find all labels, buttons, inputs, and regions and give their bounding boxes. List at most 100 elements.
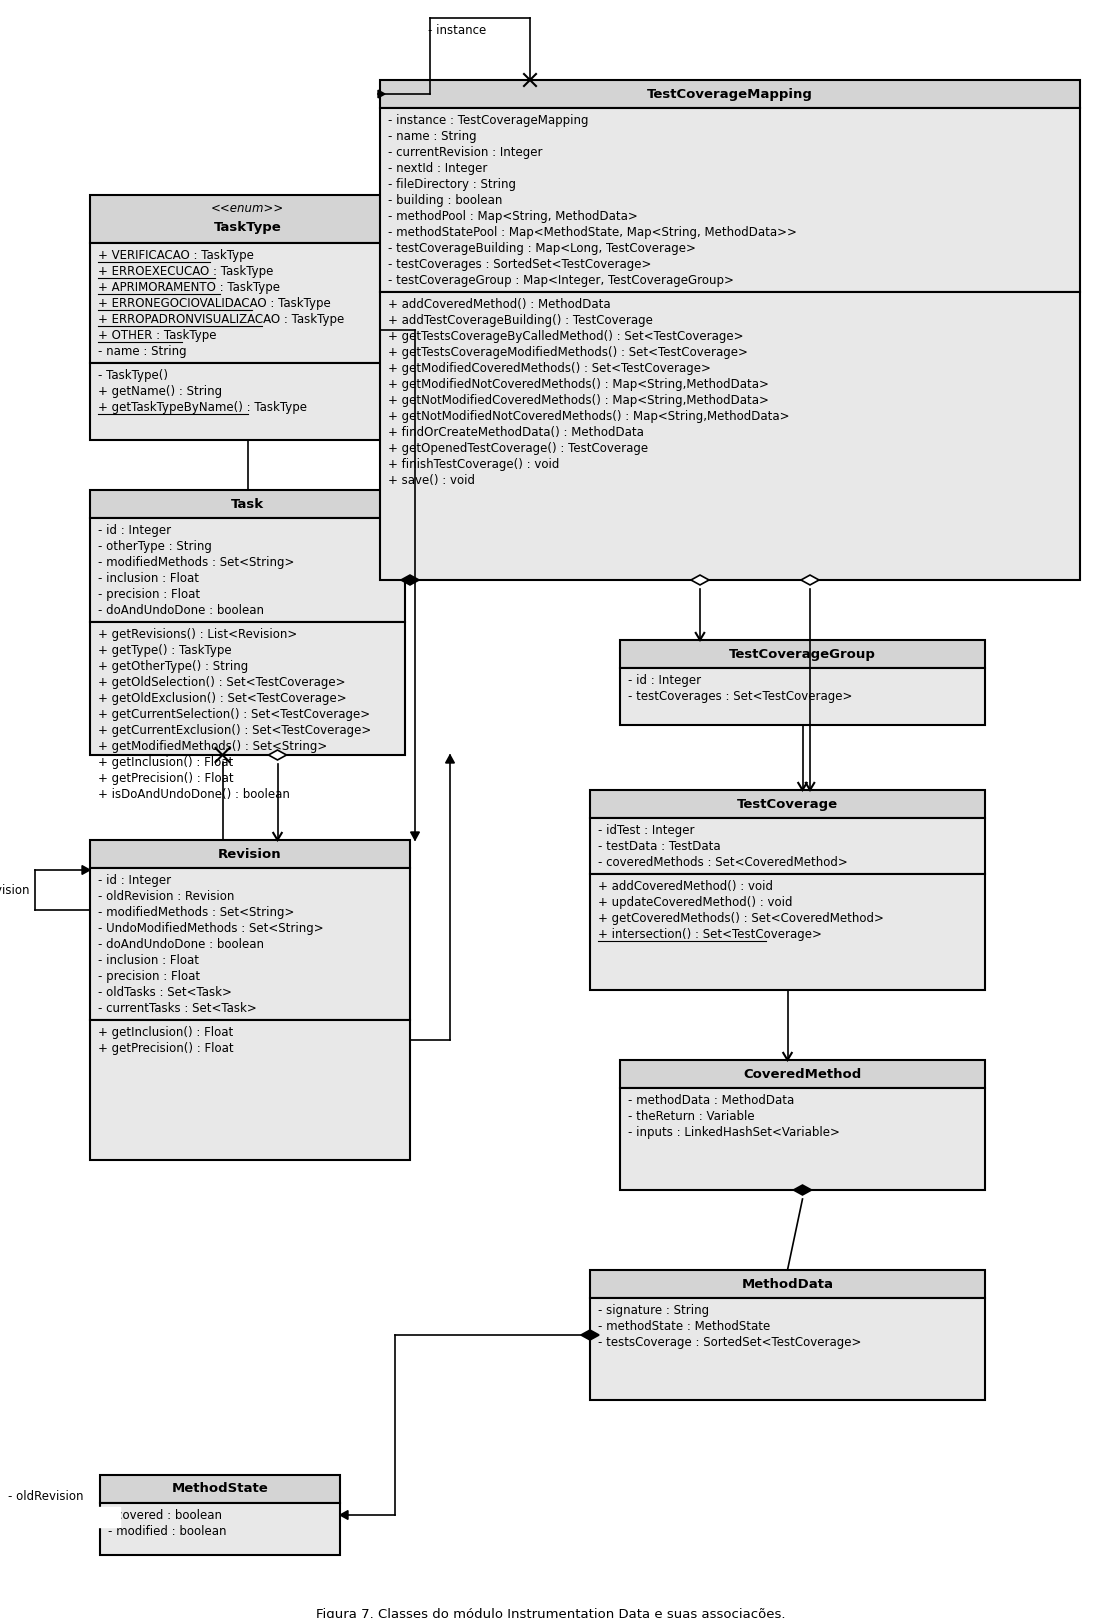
Polygon shape — [691, 574, 709, 586]
Text: - inclusion : Float: - inclusion : Float — [98, 573, 199, 586]
Bar — [90, 621, 406, 756]
Text: - testCoverages : SortedSet<TestCoverage>: - testCoverages : SortedSet<TestCoverage… — [388, 259, 651, 272]
Bar — [90, 243, 406, 362]
Text: + getTestsCoverageByCalledMethod() : Set<TestCoverage>: + getTestsCoverageByCalledMethod() : Set… — [388, 330, 744, 343]
Text: + getOldExclusion() : Set<TestCoverage>: + getOldExclusion() : Set<TestCoverage> — [98, 693, 347, 705]
Bar — [90, 490, 406, 518]
Text: - testData : TestData: - testData : TestData — [598, 840, 721, 853]
Text: - theReturn : Variable: - theReturn : Variable — [628, 1110, 755, 1123]
Text: MethodState: MethodState — [172, 1482, 269, 1495]
Bar — [90, 196, 406, 243]
Text: + addTestCoverageBuilding() : TestCoverage: + addTestCoverageBuilding() : TestCovera… — [388, 314, 652, 327]
Text: - modifiedMethods : Set<String>: - modifiedMethods : Set<String> — [98, 906, 294, 919]
Text: - methodData : MethodData: - methodData : MethodData — [628, 1094, 795, 1107]
Text: - oldRevision: - oldRevision — [8, 1490, 84, 1503]
Text: - instance : TestCoverageMapping: - instance : TestCoverageMapping — [388, 115, 588, 128]
Text: - testCoverages : Set<TestCoverage>: - testCoverages : Set<TestCoverage> — [628, 691, 852, 704]
Bar — [0, 1506, 120, 1527]
Text: - covered : boolean: - covered : boolean — [108, 1510, 222, 1523]
Text: MethodData: MethodData — [742, 1278, 833, 1291]
Text: - instance: - instance — [428, 24, 486, 37]
Text: - coveredMethods : Set<CoveredMethod>: - coveredMethods : Set<CoveredMethod> — [598, 856, 847, 869]
Text: + getName() : String: + getName() : String — [98, 385, 223, 398]
Text: + addCoveredMethod() : void: + addCoveredMethod() : void — [598, 880, 773, 893]
Polygon shape — [378, 91, 385, 97]
Text: Revision: Revision — [218, 848, 282, 861]
Bar — [90, 840, 410, 867]
Text: + addCoveredMethod() : MethodData: + addCoveredMethod() : MethodData — [388, 298, 611, 311]
Text: + ERROPADRONVISUALIZACAO : TaskType: + ERROPADRONVISUALIZACAO : TaskType — [98, 314, 344, 327]
Text: + ERRONEGOCIOVALIDACAO : TaskType: + ERRONEGOCIOVALIDACAO : TaskType — [98, 298, 331, 311]
Text: + getNotModifiedNotCoveredMethods() : Map<String,MethodData>: + getNotModifiedNotCoveredMethods() : Ma… — [388, 411, 789, 424]
Text: - oldRevision : Revision: - oldRevision : Revision — [98, 890, 235, 903]
Polygon shape — [801, 574, 819, 586]
Text: - building : boolean: - building : boolean — [388, 194, 503, 207]
Text: - testCoverageGroup : Map<Integer, TestCoverageGroup>: - testCoverageGroup : Map<Integer, TestC… — [388, 275, 734, 288]
Text: + getCurrentExclusion() : Set<TestCoverage>: + getCurrentExclusion() : Set<TestCovera… — [98, 725, 371, 738]
Text: - methodState : MethodState: - methodState : MethodState — [598, 1320, 770, 1333]
Text: - modified : boolean: - modified : boolean — [108, 1526, 227, 1539]
Text: + getInclusion() : Float: + getInclusion() : Float — [98, 1026, 234, 1039]
Bar — [620, 641, 985, 668]
Polygon shape — [793, 1184, 811, 1196]
Text: <<enum>>: <<enum>> — [210, 202, 284, 215]
Bar — [620, 668, 985, 725]
Text: TaskType: TaskType — [214, 222, 281, 235]
Text: - doAndUndoDone : boolean: - doAndUndoDone : boolean — [98, 938, 264, 951]
Text: TestCoverageGroup: TestCoverageGroup — [730, 647, 876, 660]
Polygon shape — [269, 751, 287, 760]
Bar — [90, 1019, 410, 1160]
Text: - nextId : Integer: - nextId : Integer — [388, 162, 487, 175]
Text: - precision : Float: - precision : Float — [98, 589, 201, 602]
Text: + getCoveredMethods() : Set<CoveredMethod>: + getCoveredMethods() : Set<CoveredMetho… — [598, 913, 884, 925]
Bar — [590, 1270, 985, 1298]
Text: - currentRevision : Integer: - currentRevision : Integer — [388, 146, 542, 159]
Bar — [100, 1503, 341, 1555]
Text: + getType() : TaskType: + getType() : TaskType — [98, 644, 231, 657]
Text: + finishTestCoverage() : void: + finishTestCoverage() : void — [388, 458, 560, 471]
Bar — [380, 291, 1080, 579]
Text: - inputs : LinkedHashSet<Variable>: - inputs : LinkedHashSet<Variable> — [628, 1126, 840, 1139]
Text: - doAndUndoDone : boolean: - doAndUndoDone : boolean — [98, 604, 264, 618]
Text: + getOpenedTestCoverage() : TestCoverage: + getOpenedTestCoverage() : TestCoverage — [388, 442, 648, 455]
Text: - modifiedMethods : Set<String>: - modifiedMethods : Set<String> — [98, 557, 294, 570]
Text: - idTest : Integer: - idTest : Integer — [598, 824, 694, 837]
Text: - methodPool : Map<String, MethodData>: - methodPool : Map<String, MethodData> — [388, 210, 638, 223]
Text: + APRIMORAMENTO : TaskType: + APRIMORAMENTO : TaskType — [98, 282, 280, 294]
Polygon shape — [445, 756, 454, 764]
Text: - currentTasks : Set<Task>: - currentTasks : Set<Task> — [98, 1002, 257, 1016]
Bar — [90, 362, 406, 440]
Text: + findOrCreateMethodData() : MethodData: + findOrCreateMethodData() : MethodData — [388, 426, 644, 440]
Text: + getModifiedNotCoveredMethods() : Map<String,MethodData>: + getModifiedNotCoveredMethods() : Map<S… — [388, 379, 769, 392]
Text: - inclusion : Float: - inclusion : Float — [98, 955, 199, 968]
Polygon shape — [82, 866, 90, 874]
Text: Task: Task — [231, 497, 264, 511]
Text: + getRevisions() : List<Revision>: + getRevisions() : List<Revision> — [98, 628, 298, 641]
Polygon shape — [401, 574, 419, 586]
Bar — [620, 1087, 985, 1189]
Bar — [590, 1298, 985, 1400]
Text: Figura 7. Classes do módulo Instrumentation Data e suas associações.: Figura 7. Classes do módulo Instrumentat… — [316, 1608, 786, 1618]
Text: + getInclusion() : Float: + getInclusion() : Float — [98, 756, 234, 769]
Text: - TaskType(): - TaskType() — [98, 369, 168, 382]
Polygon shape — [341, 1511, 348, 1519]
Bar — [380, 79, 1080, 108]
Text: + getOtherType() : String: + getOtherType() : String — [98, 660, 248, 673]
Bar — [590, 790, 985, 819]
Text: - testCoverageBuilding : Map<Long, TestCoverage>: - testCoverageBuilding : Map<Long, TestC… — [388, 243, 695, 256]
Text: + getPrecision() : Float: + getPrecision() : Float — [98, 772, 234, 785]
Text: - oldRevision: - oldRevision — [0, 883, 30, 896]
Text: - name : String: - name : String — [388, 131, 477, 144]
Text: - oldTasks : Set<Task>: - oldTasks : Set<Task> — [98, 987, 231, 1000]
Text: - signature : String: - signature : String — [598, 1304, 709, 1317]
Text: + getNotModifiedCoveredMethods() : Map<String,MethodData>: + getNotModifiedCoveredMethods() : Map<S… — [388, 395, 769, 408]
Bar — [90, 518, 406, 621]
Bar — [590, 819, 985, 874]
Text: + getOldSelection() : Set<TestCoverage>: + getOldSelection() : Set<TestCoverage> — [98, 676, 346, 689]
Text: + VERIFICACAO : TaskType: + VERIFICACAO : TaskType — [98, 249, 253, 262]
Text: + getCurrentSelection() : Set<TestCoverage>: + getCurrentSelection() : Set<TestCovera… — [98, 709, 370, 722]
Text: + isDoAndUndoDone() : boolean: + isDoAndUndoDone() : boolean — [98, 788, 290, 801]
Text: - testsCoverage : SortedSet<TestCoverage>: - testsCoverage : SortedSet<TestCoverage… — [598, 1336, 862, 1349]
Text: CoveredMethod: CoveredMethod — [744, 1068, 862, 1081]
Text: - id : Integer: - id : Integer — [628, 675, 701, 688]
